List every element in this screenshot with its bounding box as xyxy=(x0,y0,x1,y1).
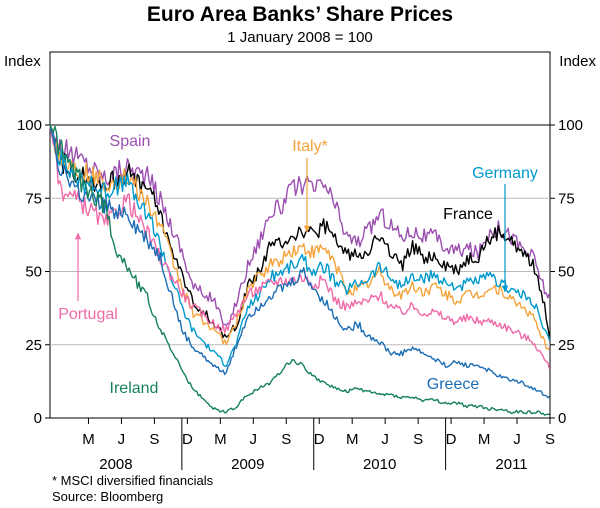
x-month-label: S xyxy=(545,431,555,448)
annotation-spain: Spain xyxy=(110,133,151,150)
chart-subtitle: 1 January 2008 = 100 xyxy=(227,29,373,46)
x-month-label: S xyxy=(281,431,291,448)
source-note: Source: Bloomberg xyxy=(52,489,163,504)
annotation-france: France xyxy=(443,206,493,223)
arrow-germany-head xyxy=(501,285,509,292)
x-month-label: M xyxy=(82,431,95,448)
x-month-label: M xyxy=(214,431,227,448)
y-tick-label-left: 100 xyxy=(17,117,42,134)
series-line-ireland xyxy=(49,124,550,416)
annotation-greece: Greece xyxy=(427,376,480,393)
x-month-label: M xyxy=(346,431,359,448)
y-tick-label-left: 0 xyxy=(34,410,42,427)
annotation-ireland: Ireland xyxy=(110,380,159,397)
series-line-italy xyxy=(49,124,550,351)
x-month-label: J xyxy=(513,431,521,448)
annotation-italy: Italy* xyxy=(292,138,328,155)
x-month-label: M xyxy=(478,431,491,448)
series-line-france xyxy=(49,124,551,339)
chart-title: Euro Area Banks’ Share Prices xyxy=(147,3,453,26)
x-month-label: D xyxy=(314,431,325,448)
x-year-label: 2008 xyxy=(99,456,132,473)
footnote: * MSCI diversified financials xyxy=(52,473,214,488)
y-tick-label-left: 75 xyxy=(25,190,42,207)
series-line-greece xyxy=(49,124,550,399)
y-tick-label-left: 50 xyxy=(25,264,42,281)
x-month-label: J xyxy=(250,431,258,448)
x-year-label: 2009 xyxy=(231,456,264,473)
x-month-label: J xyxy=(118,431,126,448)
annotation-portugal: Portugal xyxy=(58,306,118,323)
x-year-label: 2011 xyxy=(495,456,527,473)
y-tick-label-right: 50 xyxy=(558,264,575,281)
y-axis-label-left: Index xyxy=(4,53,41,70)
annotation-germany: Germany xyxy=(472,165,538,182)
y-tick-label-right: 0 xyxy=(558,410,566,427)
y-tick-label-right: 25 xyxy=(558,337,575,354)
arrow-italy-head xyxy=(303,225,311,232)
x-month-label: S xyxy=(413,431,423,448)
x-year-label: 2010 xyxy=(363,456,396,473)
x-month-label: S xyxy=(149,431,159,448)
y-axis-label-right: Index xyxy=(559,53,596,70)
series-line-germany xyxy=(49,124,551,367)
x-month-label: J xyxy=(381,431,389,448)
y-tick-label-right: 100 xyxy=(558,117,583,134)
y-tick-label-right: 75 xyxy=(558,190,575,207)
y-tick-label-left: 25 xyxy=(25,337,42,354)
arrow-portugal-head xyxy=(74,233,82,240)
x-month-label: D xyxy=(182,431,193,448)
x-month-label: D xyxy=(446,431,457,448)
